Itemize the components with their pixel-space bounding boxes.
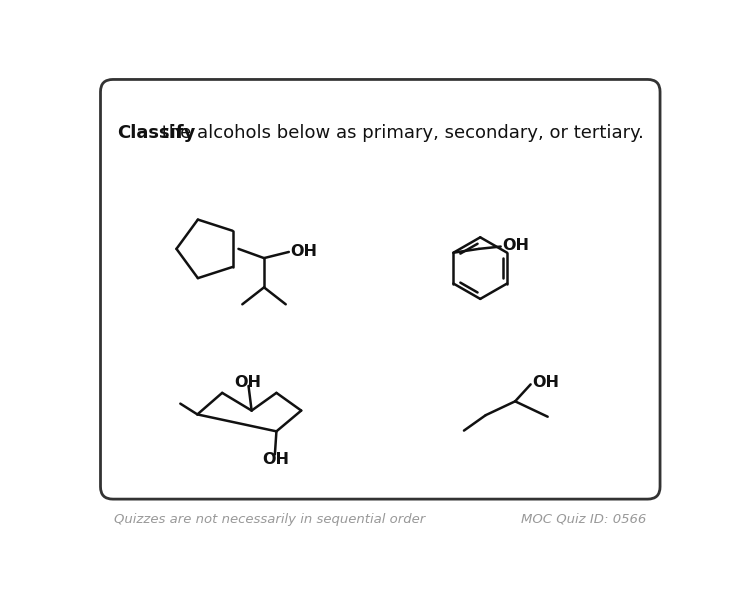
Text: OH: OH xyxy=(532,374,559,389)
Text: OH: OH xyxy=(502,238,529,254)
FancyBboxPatch shape xyxy=(100,80,660,499)
Text: Classify: Classify xyxy=(117,124,196,142)
Text: the alcohols below as primary, secondary, or tertiary.: the alcohols below as primary, secondary… xyxy=(157,124,644,142)
Text: MOC Quiz ID: 0566: MOC Quiz ID: 0566 xyxy=(521,512,646,526)
Text: Quizzes are not necessarily in sequential order: Quizzes are not necessarily in sequentia… xyxy=(114,512,426,526)
Text: OH: OH xyxy=(263,452,289,468)
Text: OH: OH xyxy=(290,243,318,259)
Text: OH: OH xyxy=(234,374,262,389)
